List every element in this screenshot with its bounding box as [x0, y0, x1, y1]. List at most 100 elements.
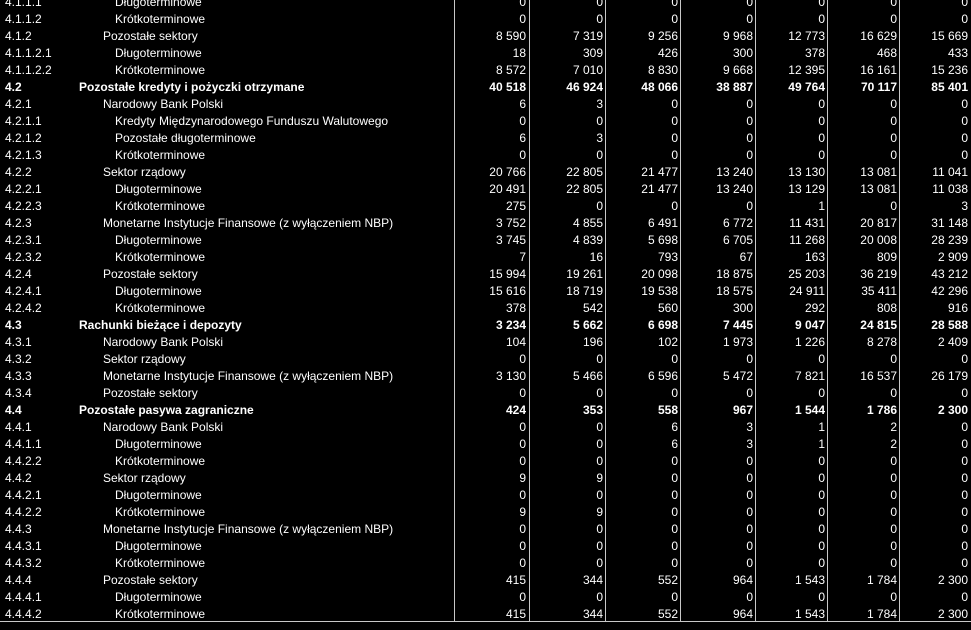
- value-cell: 0: [671, 114, 678, 128]
- value-cell: 0: [671, 97, 678, 111]
- row-code: 4.2.4.2: [5, 301, 42, 315]
- value-cell: 0: [746, 386, 753, 400]
- value-cell: 3: [961, 199, 968, 213]
- row-code: 4.2.1.3: [5, 148, 42, 162]
- value-cell: 102: [657, 335, 678, 349]
- value-cell: 0: [818, 590, 825, 604]
- value-cell: 85 401: [931, 80, 968, 94]
- row-label: Długoterminowe: [115, 0, 202, 9]
- row-code: 4.2.4.1: [5, 284, 42, 298]
- value-cell: 5 466: [572, 369, 603, 383]
- row-label: Krótkoterminowe: [115, 454, 206, 468]
- value-cell: 275: [505, 199, 526, 213]
- row-label: Długoterminowe: [115, 182, 202, 196]
- value-cell: 9 668: [722, 63, 753, 77]
- value-cell: 21 477: [641, 182, 678, 196]
- table-row: 4.1.2 Pozostałe sektory 8 590 7 319 9 256 9 9…: [0, 28, 971, 45]
- value-cell: 0: [671, 454, 678, 468]
- row-code: 4.2: [5, 80, 22, 94]
- value-cell: 0: [596, 488, 603, 502]
- value-cell: 36 219: [860, 267, 897, 281]
- value-cell: 24 815: [860, 318, 897, 332]
- value-cell: 424: [505, 403, 526, 417]
- row-code: 4.2.2.3: [5, 199, 42, 213]
- value-cell: 0: [961, 454, 968, 468]
- value-cell: 16 161: [860, 63, 897, 77]
- value-cell: 1 544: [794, 403, 825, 417]
- row-code: 4.4.4.2: [5, 607, 42, 621]
- value-cell: 19 261: [566, 267, 603, 281]
- value-cell: 15 616: [489, 284, 526, 298]
- row-label: Długoterminowe: [115, 590, 202, 604]
- row-label: Sektor rządowy: [103, 352, 186, 366]
- value-cell: 964: [732, 573, 753, 587]
- value-cell: 0: [671, 386, 678, 400]
- column-divider: [827, 0, 828, 622]
- value-cell: 552: [657, 573, 678, 587]
- value-cell: 0: [890, 522, 897, 536]
- value-cell: 378: [804, 46, 825, 60]
- value-cell: 13 081: [860, 182, 897, 196]
- value-cell: 48 066: [641, 80, 678, 94]
- value-cell: 13 081: [860, 165, 897, 179]
- value-cell: 0: [671, 148, 678, 162]
- value-cell: 0: [596, 590, 603, 604]
- value-cell: 7 821: [794, 369, 825, 383]
- value-cell: 0: [746, 522, 753, 536]
- table-row: 4.2.2.1 Długoterminowe 20 491 22 805 21 477 1…: [0, 181, 971, 198]
- row-code: 4.4.2.1: [5, 488, 42, 502]
- row-label: Krótkoterminowe: [115, 63, 206, 77]
- value-cell: 0: [818, 0, 825, 9]
- value-cell: 0: [746, 199, 753, 213]
- table-row: 4.2.3.1 Długoterminowe 3 745 4 839 5 698 6 70…: [0, 232, 971, 249]
- value-cell: 1 786: [866, 403, 897, 417]
- value-cell: 6 491: [647, 216, 678, 230]
- table-row: 4.2.4 Pozostałe sektory 15 994 19 261 20 098…: [0, 266, 971, 283]
- value-cell: 20 817: [860, 216, 897, 230]
- value-cell: 7 010: [572, 63, 603, 77]
- table-row: 4.3.4 Pozostałe sektory 0 0 0 0 0 0 0: [0, 385, 971, 402]
- value-cell: 964: [732, 607, 753, 621]
- row-label: Pozostałe pasywa zagraniczne: [79, 403, 254, 417]
- value-cell: 0: [961, 539, 968, 553]
- value-cell: 11 268: [789, 233, 825, 247]
- value-cell: 292: [804, 301, 825, 315]
- value-cell: 1 543: [794, 607, 825, 621]
- value-cell: 13 130: [788, 165, 825, 179]
- value-cell: 300: [732, 46, 753, 60]
- value-cell: 6 705: [722, 233, 753, 247]
- value-cell: 0: [961, 420, 968, 434]
- row-code: 4.4.3.1: [5, 539, 42, 553]
- table-row: 4.2.3.2 Krótkoterminowe 7 16 793 67 163 809 2 90…: [0, 249, 971, 266]
- value-cell: 1 226: [794, 335, 825, 349]
- column-divider: [529, 0, 530, 622]
- value-cell: 6: [671, 437, 678, 451]
- value-cell: 433: [947, 46, 968, 60]
- value-cell: 0: [596, 12, 603, 26]
- value-cell: 468: [876, 46, 897, 60]
- value-cell: 0: [818, 454, 825, 468]
- value-cell: 0: [596, 114, 603, 128]
- row-label: Narodowy Bank Polski: [103, 97, 224, 111]
- table-row: 4.3.1 Narodowy Bank Polski 104 196 102 1 973 1…: [0, 334, 971, 351]
- value-cell: 9: [596, 471, 603, 485]
- row-label: Monetarne Instytucje Finansowe (z wyłącz…: [103, 369, 394, 383]
- row-label: Kredyty Międzynarodowego Funduszu Waluto…: [115, 114, 389, 128]
- value-cell: 0: [890, 590, 897, 604]
- row-label: Sektor rządowy: [103, 165, 186, 179]
- value-cell: 0: [671, 12, 678, 26]
- row-label: Długoterminowe: [115, 233, 202, 247]
- value-cell: 0: [671, 556, 678, 570]
- value-cell: 2 909: [937, 250, 968, 264]
- value-cell: 0: [890, 471, 897, 485]
- value-cell: 1 973: [722, 335, 753, 349]
- row-label: Krótkoterminowe: [115, 250, 206, 264]
- table-row: 4.4.2 Sektor rządowy 9 9 0 0 0 0 0: [0, 470, 971, 487]
- value-cell: 7 319: [572, 29, 603, 43]
- value-cell: 24 911: [789, 284, 825, 298]
- value-cell: 5 662: [572, 318, 603, 332]
- row-label: Narodowy Bank Polski: [103, 335, 224, 349]
- value-cell: 0: [961, 131, 968, 145]
- row-label: Pozostałe sektory: [103, 267, 198, 281]
- value-cell: 3: [746, 437, 753, 451]
